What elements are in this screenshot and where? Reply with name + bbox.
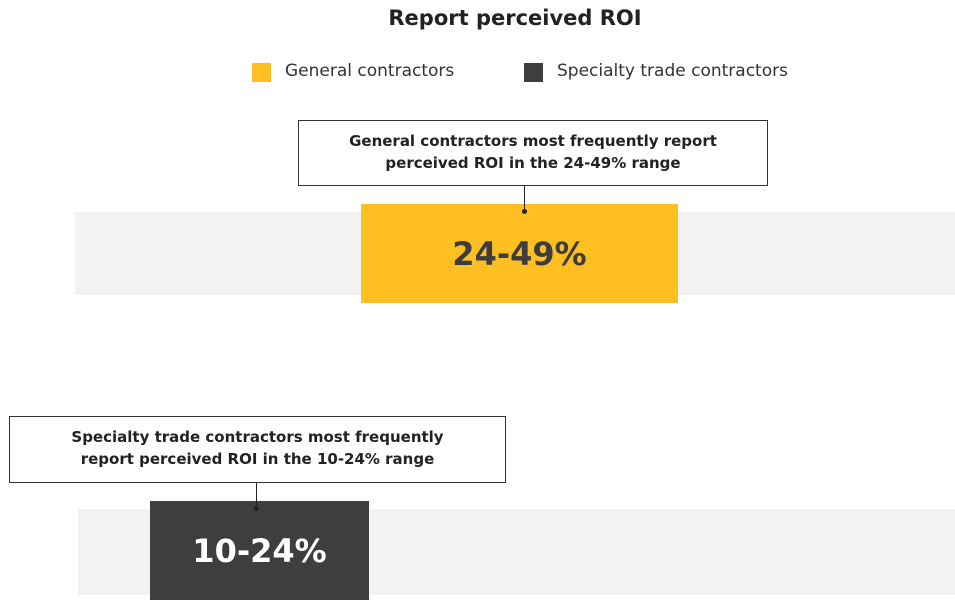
- legend-swatch: [524, 63, 543, 82]
- callout-line: report perceived ROI in the 10-24% range: [80, 450, 435, 468]
- callout-line: General contractors most frequently repo…: [349, 132, 717, 150]
- callout: General contractors most frequently repo…: [298, 120, 768, 186]
- legend-swatch: [252, 63, 271, 82]
- legend-label: General contractors: [285, 61, 455, 81]
- callout-dot: [522, 209, 527, 214]
- legend-label: Specialty trade contractors: [557, 61, 788, 81]
- range-box: 24-49%: [361, 204, 678, 303]
- chart-title: Report perceived ROI: [388, 6, 642, 30]
- callout: Specialty trade contractors most frequen…: [9, 416, 506, 483]
- callout-line: perceived ROI in the 24-49% range: [385, 154, 681, 172]
- callout-dot: [254, 506, 259, 511]
- callout-stem: [524, 186, 525, 212]
- callout-stem: [256, 483, 257, 509]
- callout-line: Specialty trade contractors most frequen…: [71, 428, 444, 446]
- range-box: 10-24%: [150, 501, 369, 600]
